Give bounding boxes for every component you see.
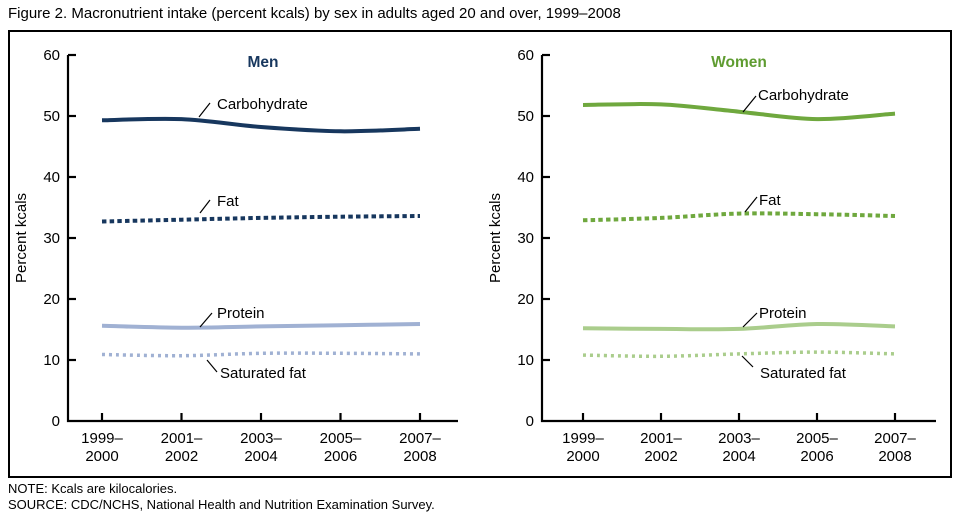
- y-tick-label: 0: [526, 413, 534, 430]
- callout-leader-line: [206, 359, 218, 373]
- y-tick-label: 10: [43, 352, 60, 369]
- x-tick-label: 2003– 2004: [718, 430, 760, 465]
- y-tick-label: 40: [43, 169, 60, 186]
- x-tick-label: 2007– 2008: [399, 430, 441, 465]
- y-axis-title: Percent kcals: [13, 193, 30, 283]
- callout-leader-line: [741, 355, 754, 368]
- series-label-fat: Fat: [759, 192, 782, 209]
- y-tick-label: 10: [517, 352, 534, 369]
- series-line-carbohydrate: [582, 102, 896, 122]
- series-label-protein: Protein: [759, 305, 807, 322]
- series-line-carbohydrate: [101, 116, 421, 134]
- y-tick-label: 30: [43, 230, 60, 247]
- series-line-saturated-fat: [101, 351, 421, 358]
- note-line: NOTE: Kcals are kilocalories.: [8, 481, 178, 496]
- x-tick-label: 2005– 2006: [320, 430, 362, 465]
- panel-women: 0 10 20 30 40 50 60 Percent kcals 1999– 2000 2001–…: [487, 47, 936, 465]
- series-label-fat: Fat: [217, 193, 240, 210]
- panel-title: Men: [248, 54, 279, 71]
- series-line-protein: [582, 321, 896, 332]
- callout-leader-line: [744, 196, 758, 213]
- panel-men: 0 10 20 30 40 50 60 Percent kcals 1999– 2000 2001–…: [13, 47, 458, 465]
- series-line-protein: [101, 322, 421, 330]
- series-label-carbohydrate: Carbohydrate: [217, 96, 308, 113]
- x-tick-label: 1999– 2000: [81, 430, 123, 465]
- callout-leader-line: [198, 102, 211, 118]
- x-tick-label: 2005– 2006: [796, 430, 838, 465]
- series-label-saturated-fat: Saturated fat: [760, 365, 847, 382]
- x-tick-label: 2001– 2002: [161, 430, 203, 465]
- x-tick-label: 2007– 2008: [874, 430, 916, 465]
- y-tick-label: 60: [517, 47, 534, 64]
- y-tick-label: 20: [517, 291, 534, 308]
- series-label-carbohydrate: Carbohydrate: [758, 87, 849, 104]
- dual-panel-line-chart: 0 10 20 30 40 50 60 Percent kcals 1999– 2000 2001–…: [13, 47, 936, 465]
- y-tick-label: 50: [43, 108, 60, 125]
- y-tick-label: 0: [52, 413, 60, 430]
- callout-leader-line: [199, 199, 211, 214]
- chart-border-box: 0 10 20 30 40 50 60 Percent kcals 1999– 2000 2001–…: [8, 30, 952, 478]
- callout-leader-line: [742, 95, 757, 113]
- y-tick-label: 30: [517, 230, 534, 247]
- series-line-saturated-fat: [582, 350, 896, 359]
- callout-leader-line: [199, 312, 213, 328]
- y-tick-label: 20: [43, 291, 60, 308]
- y-tick-label: 50: [517, 108, 534, 125]
- callout-leader-line: [742, 312, 758, 328]
- x-tick-label: 2001– 2002: [640, 430, 682, 465]
- x-tick-label: 2003– 2004: [240, 430, 282, 465]
- source-line: SOURCE: CDC/NCHS, National Health and Nu…: [8, 497, 435, 512]
- y-axis-title: Percent kcals: [487, 193, 504, 283]
- series-line-fat: [101, 214, 421, 224]
- series-label-saturated-fat: Saturated fat: [220, 365, 307, 382]
- series-label-protein: Protein: [217, 305, 265, 322]
- y-tick-label: 40: [517, 169, 534, 186]
- series-line-fat: [582, 211, 896, 223]
- figure-title: Figure 2. Macronutrient intake (percent …: [8, 5, 621, 22]
- panel-title: Women: [711, 54, 767, 71]
- y-tick-label: 60: [43, 47, 60, 64]
- x-tick-label: 1999– 2000: [562, 430, 604, 465]
